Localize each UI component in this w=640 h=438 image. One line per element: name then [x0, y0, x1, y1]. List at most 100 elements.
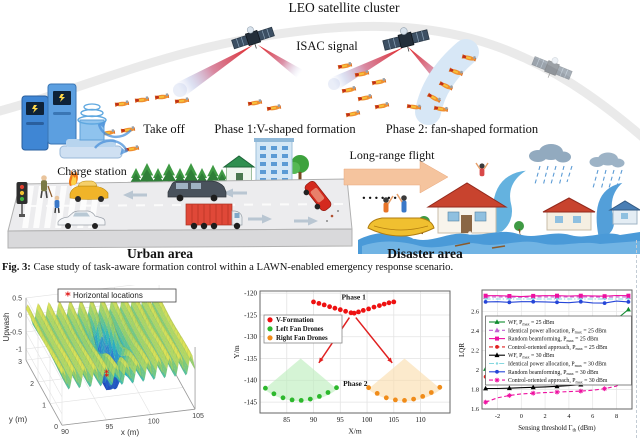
svg-text:90: 90	[310, 416, 318, 424]
crashed-yellow-car	[69, 180, 109, 202]
urban-buildings	[222, 138, 294, 185]
svg-text:-2: -2	[495, 413, 500, 420]
svg-text:WF, Pmax = 25 dBm: WF, Pmax = 25 dBm	[508, 320, 555, 326]
svg-text:Right Fan Drones: Right Fan Drones	[276, 335, 328, 342]
formation-fan	[264, 358, 338, 402]
svg-text:WF, Pmax = 30 dBm: WF, Pmax = 30 dBm	[508, 353, 555, 359]
long-range-arrow	[343, 160, 449, 194]
label-leo-cluster: LEO satellite cluster	[289, 0, 400, 15]
svg-text:6: 6	[591, 413, 594, 420]
series-line	[483, 293, 631, 299]
svg-text:4: 4	[567, 413, 571, 420]
svg-text:110: 110	[415, 416, 426, 424]
label-urban-area: Urban area	[127, 246, 193, 261]
gray-van	[167, 180, 227, 202]
svg-text:-120: -120	[244, 289, 257, 297]
svg-text:Identical power allocation, Pm: Identical power allocation, Pmax = 30 dB…	[508, 362, 607, 368]
axes-box	[481, 289, 633, 410]
series-line	[483, 299, 631, 305]
lane-arrow-left	[223, 188, 247, 198]
formation-fan	[368, 358, 441, 402]
svg-text:85: 85	[283, 416, 291, 424]
y-axis-label: LQR	[458, 343, 466, 357]
svg-text:Random beamforming, Pmax = 25: Random beamforming, Pmax = 25 dBm	[508, 336, 599, 343]
vehicles	[57, 170, 339, 230]
svg-text:2.2: 2.2	[471, 348, 479, 355]
fan-formation-band	[415, 39, 479, 125]
svg-text:-135: -135	[244, 355, 257, 363]
svg-text:0: 0	[520, 413, 523, 420]
svg-text:Control-oriented approach, Pma: Control-oriented approach, Pmax = 25 dBm	[508, 345, 608, 351]
series-left-fan-drones	[263, 385, 339, 403]
svg-text:V-Formation: V-Formation	[276, 317, 314, 324]
legend: WF, Pmax = 25 dBm Identical power allocat…	[485, 315, 632, 386]
annotation: Phase 2	[343, 379, 368, 388]
x-axis-label: X/m	[348, 427, 362, 436]
annotation: Phase 1	[341, 292, 366, 301]
label-isac-signal: ISAC signal	[296, 39, 358, 53]
series-v-formation	[311, 299, 397, 316]
rescue-boat	[367, 193, 435, 237]
lqr-line-chart: WF, Pmax = 25 dBm Identical power allocat…	[458, 289, 633, 434]
wave	[492, 169, 529, 234]
svg-text:-130: -130	[244, 333, 257, 341]
svg-text:95: 95	[337, 416, 345, 424]
legend: V-Formation Left Fan Drones Right Fan Dron…	[263, 314, 343, 344]
transition-arrow	[355, 317, 393, 364]
isac-beams	[173, 45, 452, 97]
svg-text:105: 105	[389, 416, 400, 424]
label-take-off: Take off	[143, 122, 185, 136]
svg-text:Control-oriented approach, Pma: Control-oriented approach, Pmax = 30 dBm	[508, 378, 608, 384]
label-disaster-area: Disaster area	[387, 246, 463, 261]
figure-caption: Fig. 3: Case study of task-aware formati…	[2, 262, 638, 273]
svg-text:-145: -145	[244, 398, 257, 406]
traffic-light-icon	[16, 182, 28, 217]
tick-labels: -2 0 2 4 6 8 1.6 1.8 2 2.2 2.4 2.6	[471, 309, 618, 420]
disaster-scene	[358, 144, 640, 254]
label-long-range-flight: Long-range flight	[350, 148, 436, 162]
container-truck	[185, 203, 243, 230]
label-charge-station: Charge station	[57, 164, 126, 178]
scenario-illustration: LEO satellite cluster ISAC signal Take o…	[0, 0, 640, 261]
axes-box	[259, 290, 451, 414]
tick-labels: 85 90 95 100 105 110 -145 -140 -135 -130 -125 -120	[244, 289, 426, 424]
white-sedan	[57, 210, 106, 229]
svg-text:Random beamforming, Pmax = 30: Random beamforming, Pmax = 30 dBm	[508, 369, 599, 376]
flooded-house-2	[542, 197, 596, 231]
flooded-house	[426, 182, 508, 234]
svg-text:-140: -140	[244, 377, 257, 385]
lane-arrow-right	[294, 216, 318, 226]
flooded-house-3	[608, 200, 640, 225]
upwash-surface-chart	[2, 285, 230, 437]
label-ellipsis: ......	[362, 187, 400, 203]
pedestrians	[40, 175, 60, 214]
series-line	[484, 297, 630, 301]
svg-text:2: 2	[476, 367, 479, 374]
rain-cloud-icon	[589, 152, 625, 191]
formation-scatter-chart: Phase 1 Phase 2 V-Formation Left Fan Drones…	[232, 289, 451, 436]
svg-text:8: 8	[615, 413, 618, 420]
svg-text:2.4: 2.4	[471, 328, 480, 335]
lane-arrow-left	[123, 190, 147, 200]
column-separator	[636, 240, 637, 438]
charge-station-graphic	[21, 83, 132, 159]
label-phase1: Phase 1:V-shaped formation	[214, 122, 356, 136]
caption-text: Case study of task-aware formation contr…	[30, 262, 454, 273]
crashed-red-car	[303, 180, 332, 212]
series-right-fan-drones	[366, 384, 443, 403]
svg-text:-125: -125	[244, 311, 257, 319]
y-axis-label: Y/m	[232, 345, 241, 359]
svg-text:1.6: 1.6	[471, 406, 479, 413]
flame-icon	[69, 170, 78, 186]
label-phase2: Phase 2: fan-shaped formation	[386, 122, 539, 136]
svg-text:2: 2	[544, 413, 547, 420]
svg-text:1.8: 1.8	[471, 387, 479, 394]
x-axis-label: Sensing threshold Γth (dBm)	[518, 425, 595, 434]
caption-label: Fig. 3:	[2, 262, 31, 273]
svg-text:2.6: 2.6	[471, 309, 479, 316]
svg-text:100: 100	[362, 416, 373, 424]
rain-cloud-icon	[529, 144, 573, 187]
svg-text:Identical power allocation, Pm: Identical power allocation, Pmax = 25 dB…	[508, 328, 607, 334]
person-on-roof	[475, 162, 489, 177]
